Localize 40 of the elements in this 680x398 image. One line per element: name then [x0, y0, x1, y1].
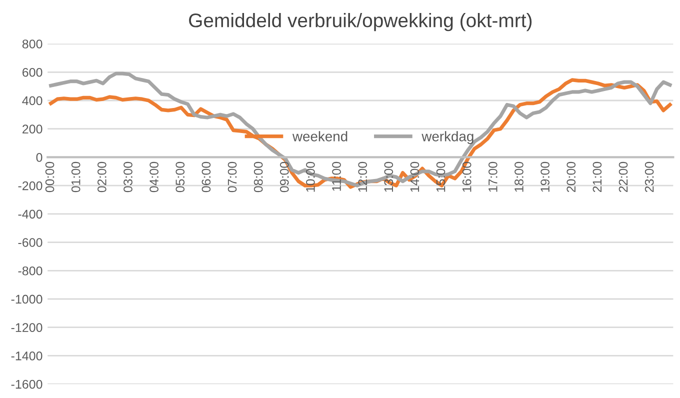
- y-tick-label: -1200: [11, 323, 42, 332]
- x-tick-label: 23:00: [644, 162, 654, 192]
- x-tick-label: 14:00: [410, 162, 420, 192]
- x-tick-label: 19:00: [540, 162, 550, 192]
- x-tick-label: 04:00: [150, 162, 158, 192]
- x-tick-label: 13:00: [384, 162, 394, 192]
- y-tick-label: 600: [22, 68, 42, 77]
- x-tick-label: 05:00: [176, 162, 185, 192]
- y-tick-label: -1600: [11, 380, 42, 389]
- x-tick-label: 16:00: [462, 162, 472, 192]
- x-tick-label: 20:00: [566, 162, 576, 192]
- x-tick-label: 06:00: [202, 162, 211, 192]
- y-tick-label: 800: [22, 40, 42, 48]
- y-tick-label: 200: [22, 124, 42, 134]
- y-tick-label: -1400: [11, 352, 42, 360]
- chart-title: Gemiddeld verbruik/opwekking (okt-mrt): [189, 13, 532, 32]
- x-tick-label: 02:00: [97, 162, 106, 192]
- y-tick-label: 400: [22, 96, 42, 106]
- x-tick-label: 18:00: [514, 162, 524, 192]
- legend-label: weekend: [292, 131, 348, 142]
- legend-label: werkdag: [422, 131, 474, 144]
- x-tick-label: 12:00: [358, 162, 368, 192]
- x-tick-label: 17:00: [488, 162, 498, 192]
- x-tick-label: 01:00: [71, 162, 80, 192]
- x-tick-label: 07:00: [228, 162, 237, 192]
- y-tick-label: -200: [18, 181, 42, 190]
- y-tick-label: -800: [18, 266, 42, 276]
- y-tick-label: -1000: [11, 294, 42, 304]
- x-tick-label: 22:00: [618, 162, 628, 192]
- y-tick-label: -600: [18, 238, 42, 247]
- x-tick-label: 11:00: [332, 162, 341, 191]
- x-tick-label: 08:00: [254, 162, 263, 192]
- x-tick-label: 09:00: [280, 162, 289, 192]
- x-tick-label: 21:00: [592, 162, 602, 192]
- y-tick-label: -400: [18, 210, 42, 219]
- y-tick-label: 0: [36, 153, 42, 162]
- x-tick-label: 10:00: [306, 162, 315, 192]
- x-tick-label: 00:00: [45, 162, 54, 192]
- x-tick-label: 15:00: [436, 162, 446, 192]
- x-tick-label: 03:00: [124, 162, 132, 192]
